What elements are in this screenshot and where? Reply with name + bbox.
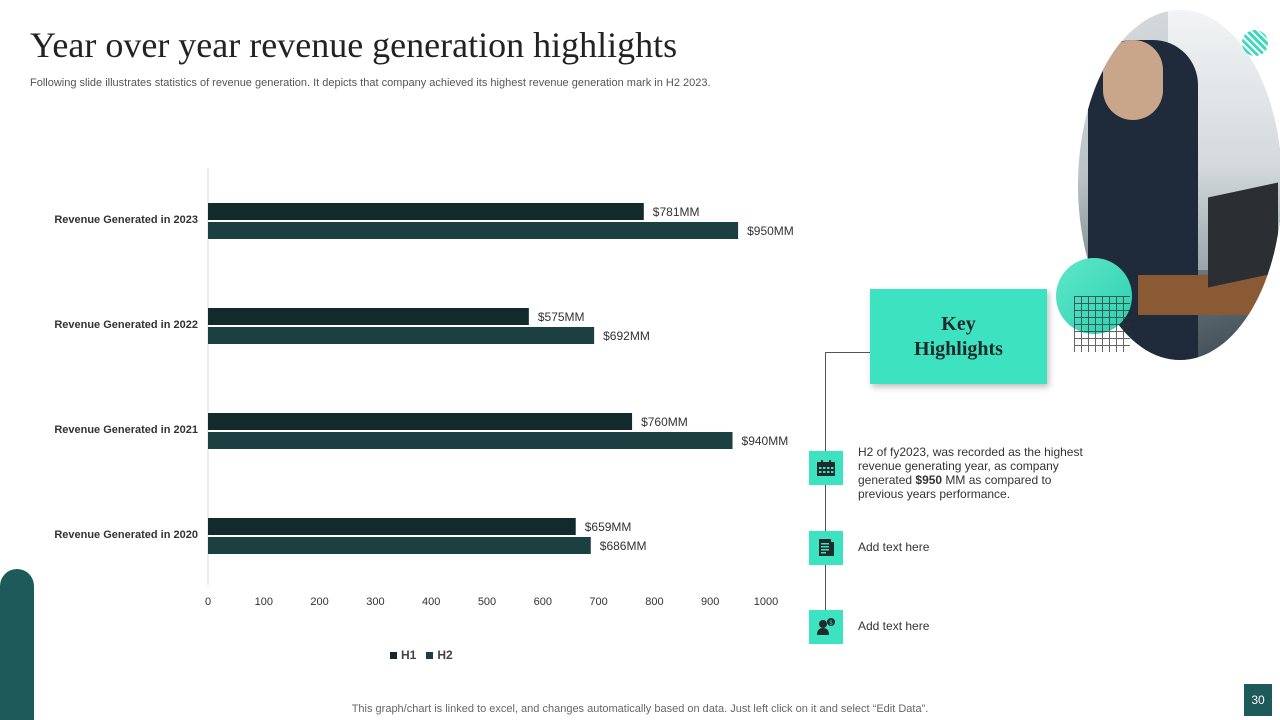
svg-text:$: $	[829, 620, 833, 627]
category-label: Revenue Generated in 2022	[54, 319, 198, 331]
legend-swatch-h2	[426, 651, 434, 659]
highlight-text-1-post: MM as compared to previous years perform…	[858, 473, 1052, 501]
document-icon	[809, 531, 843, 565]
legend-swatch-h1	[390, 651, 397, 659]
data-label-h1: $659MM	[585, 520, 632, 534]
highlight-text-3: Add text here	[858, 619, 930, 633]
page-number: 30	[1244, 684, 1272, 716]
key-highlights-title: Key Highlights	[914, 312, 1003, 360]
data-label-h1: $781MM	[653, 205, 700, 219]
striped-circle-decoration	[1242, 30, 1268, 56]
x-tick-label: 400	[422, 596, 440, 608]
connector-line-vertical	[825, 352, 826, 624]
x-tick-label: 900	[701, 596, 719, 608]
bar-h1	[208, 518, 576, 535]
data-label-h2: $940MM	[742, 434, 789, 448]
page-title: Year over year revenue generation highli…	[30, 25, 678, 65]
user-money-icon: $	[809, 610, 843, 644]
x-tick-label: 800	[645, 596, 663, 608]
chart-legend: H1 H2	[390, 648, 453, 662]
legend-item-h1: H1	[390, 648, 416, 662]
grid-pattern-decoration	[1074, 296, 1130, 352]
legend-label-h1: H1	[401, 648, 417, 662]
category-label: Revenue Generated in 2021	[54, 424, 198, 436]
data-label-h2: $950MM	[747, 224, 794, 238]
highlight-text-1-pre: H2 of fy2023, was recorded as the highes…	[858, 445, 1083, 487]
data-label-h2: $692MM	[603, 329, 650, 343]
category-label: Revenue Generated in 2023	[54, 214, 198, 226]
calendar-icon	[809, 451, 843, 485]
footer-note: This graph/chart is linked to excel, and…	[351, 703, 929, 715]
connector-line-horizontal	[825, 352, 870, 353]
x-tick-label: 300	[366, 596, 384, 608]
x-tick-label: 0	[205, 596, 211, 608]
bar-h2	[208, 432, 733, 449]
bar-h1	[208, 308, 529, 325]
highlight-text-1: H2 of fy2023, was recorded as the highes…	[858, 445, 1098, 501]
photo-head	[1103, 40, 1163, 120]
x-tick-label: 700	[589, 596, 607, 608]
x-tick-label: 1000	[754, 596, 778, 608]
x-tick-label: 200	[310, 596, 328, 608]
revenue-bar-chart: Revenue Generated in 2023 $781MM $950MM Rev…	[54, 168, 794, 608]
photo-laptop	[1208, 182, 1278, 288]
data-label-h1: $575MM	[538, 310, 585, 324]
key-highlights-box: Key Highlights	[870, 289, 1047, 384]
bar-h2	[208, 327, 595, 344]
left-tab-decoration	[0, 569, 34, 720]
bar-h2	[208, 222, 739, 239]
x-tick-label: 500	[478, 596, 496, 608]
bar-h1	[208, 203, 644, 220]
data-label-h1: $760MM	[641, 415, 688, 429]
highlight-text-2: Add text here	[858, 540, 930, 554]
x-tick-label: 600	[534, 596, 552, 608]
bar-h2	[208, 537, 591, 554]
legend-item-h2: H2	[426, 648, 453, 662]
data-label-h2: $686MM	[600, 539, 647, 553]
highlight-text-1-bold: $950	[915, 473, 943, 487]
page-subtitle: Following slide illustrates statistics o…	[30, 77, 711, 89]
x-tick-label: 100	[255, 596, 273, 608]
legend-label-h2: H2	[437, 648, 453, 662]
businessman-photo	[1078, 10, 1280, 360]
bar-h1	[208, 413, 633, 430]
category-label: Revenue Generated in 2020	[54, 529, 198, 541]
